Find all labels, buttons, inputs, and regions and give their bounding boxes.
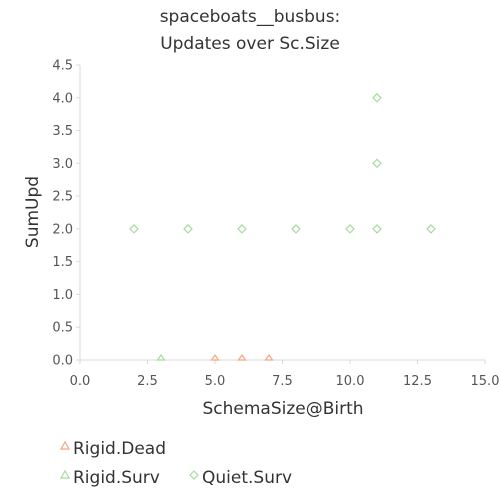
legend-label-rigid-surv: Rigid.Surv xyxy=(73,468,160,488)
x-axis-label: SchemaSize@Birth xyxy=(202,399,363,419)
point-rigid-dead xyxy=(264,353,274,361)
y-tick-label: 3.0 xyxy=(52,157,73,172)
point-quiet-surv xyxy=(372,224,382,234)
y-tick-label: 0.0 xyxy=(52,354,73,369)
x-axis-ticks: 0.0 2.5 5.0 7.5 10.0 12.5 15.0 xyxy=(70,360,500,389)
x-tick-label: 15.0 xyxy=(471,374,500,389)
y-tick-label: 2.5 xyxy=(52,190,73,205)
legend-marker-rigid-surv xyxy=(59,469,71,479)
y-tick-label: 2.0 xyxy=(52,222,73,237)
point-quiet-surv xyxy=(372,92,382,103)
y-tick-label: 4.5 xyxy=(52,59,73,74)
x-tick-label: 2.5 xyxy=(137,374,158,389)
x-tick-label: 7.5 xyxy=(272,374,293,389)
y-axis-ticks: 0.0 0.5 1.0 1.5 2.0 2.5 3.0 3.5 4.0 4.5 xyxy=(52,59,80,369)
data-points xyxy=(129,92,436,361)
point-quiet-surv xyxy=(129,224,139,234)
point-quiet-surv xyxy=(183,224,193,234)
point-quiet-surv xyxy=(345,224,355,234)
y-tick-label: 0.5 xyxy=(52,321,73,336)
chart-title-line-1: spaceboats__busbus: xyxy=(160,7,341,27)
legend: Rigid.Dead Rigid.Surv Quiet.Surv xyxy=(59,439,292,488)
x-tick-label: 0.0 xyxy=(70,374,91,389)
x-tick-label: 5.0 xyxy=(205,374,226,389)
y-tick-label: 3.5 xyxy=(52,124,73,139)
point-rigid-dead xyxy=(237,353,247,361)
point-quiet-surv xyxy=(372,158,382,169)
y-tick-label: 1.0 xyxy=(52,288,73,303)
point-rigid-dead xyxy=(210,353,220,361)
chart-title-line-2: Updates over Sc.Size xyxy=(160,34,340,54)
y-tick-label: 4.0 xyxy=(52,91,73,106)
legend-marker-quiet-surv xyxy=(189,470,199,480)
point-rigid-surv xyxy=(156,353,166,361)
legend-label-rigid-dead: Rigid.Dead xyxy=(73,439,166,459)
x-tick-label: 10.0 xyxy=(336,374,365,389)
legend-marker-rigid-dead xyxy=(59,440,71,450)
y-tick-label: 1.5 xyxy=(52,255,73,270)
legend-label-quiet-surv: Quiet.Surv xyxy=(202,468,292,488)
y-axis-label: SumUpd xyxy=(23,176,43,248)
point-quiet-surv xyxy=(426,224,436,234)
point-quiet-surv xyxy=(291,224,301,234)
x-tick-label: 12.5 xyxy=(403,374,432,389)
point-quiet-surv xyxy=(237,224,247,234)
